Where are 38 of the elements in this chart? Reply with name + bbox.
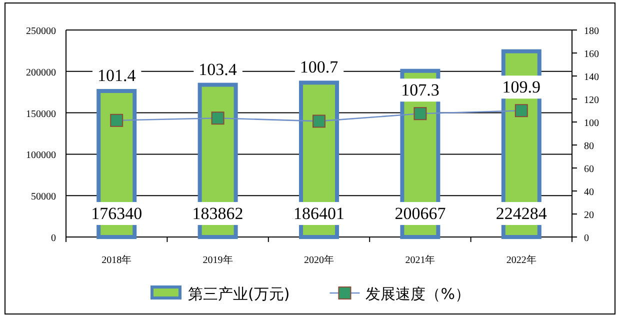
data-label: 101.4 [97, 66, 136, 85]
y2-tick-label: 180 [584, 26, 599, 37]
y-tick-label: 0 [51, 233, 56, 244]
y-tick-label: 50000 [31, 192, 56, 203]
x-tick-label: 2018年 [102, 254, 132, 266]
y-tick-label: 200000 [26, 67, 56, 78]
point [414, 107, 427, 120]
data-label: 100.7 [300, 58, 339, 77]
y-tick-label: 100000 [26, 150, 56, 162]
x-tick-label: 2020年 [304, 254, 334, 266]
y2-tick-label: 40 [584, 187, 594, 198]
y2-tick-label: 160 [584, 49, 599, 60]
y2-tick-label: 0 [584, 233, 589, 244]
data-label: 109.9 [502, 78, 541, 97]
data-label: 107.3 [401, 80, 440, 100]
y2-tick-label: 20 [584, 210, 594, 221]
x-tick-label: 2022年 [506, 254, 536, 266]
y2-tick-label: 100 [584, 118, 599, 129]
y2-tick-label: 120 [584, 95, 599, 106]
data-label: 183862 [192, 204, 244, 223]
data-label: 200667 [394, 204, 446, 223]
data-label: 103.4 [198, 60, 238, 79]
point [514, 104, 528, 118]
data-label: 186401 [294, 204, 344, 223]
point [211, 112, 224, 125]
y2-tick-label: 60 [584, 164, 594, 175]
y-tick-label: 150000 [26, 108, 56, 120]
data-label: 176340 [91, 204, 142, 223]
x-tick-label: 2021年 [405, 254, 436, 266]
y-tick-label: 250000 [26, 26, 56, 37]
point [110, 114, 124, 127]
point [312, 114, 326, 128]
y2-tick-label: 140 [584, 72, 599, 83]
x-tick-label: 2019年 [202, 254, 233, 266]
y2-tick-label: 80 [584, 141, 594, 152]
legend-label: 发展速度（%） [366, 285, 470, 303]
data-label: 224284 [496, 204, 548, 223]
legend-label: 第三产业(万元) [188, 285, 290, 303]
